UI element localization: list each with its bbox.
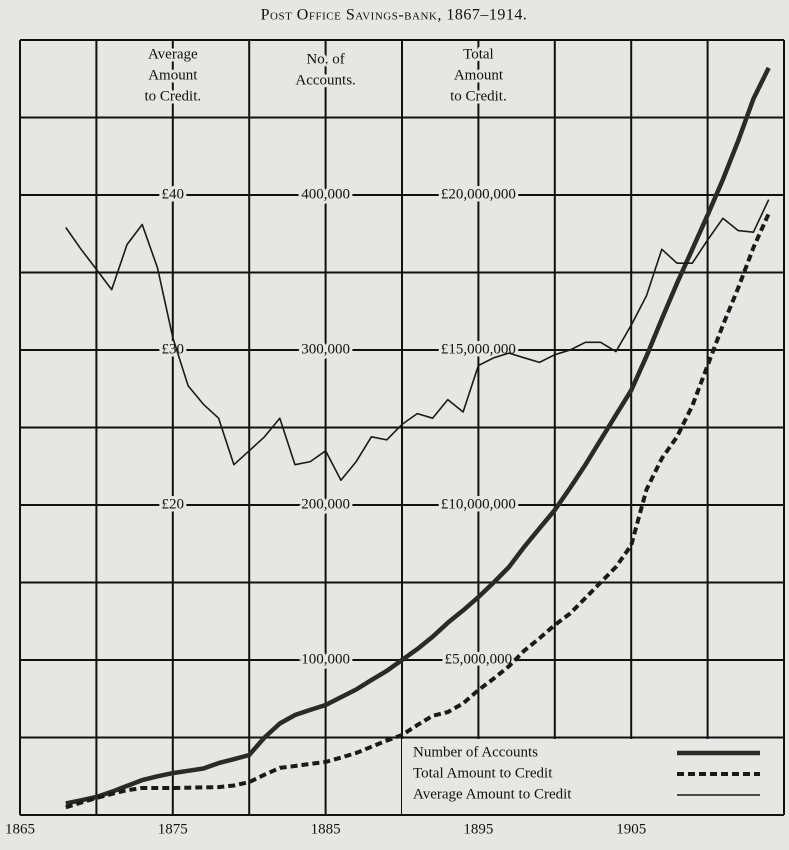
y-tick-label: £5,000,000 [445, 651, 513, 667]
series-line [65, 212, 771, 810]
x-tick-label: 1875 [158, 821, 188, 837]
y-tick-label: 100,000 [301, 651, 350, 667]
y-tick-label: £30 [162, 341, 185, 357]
y-tick-label: £20,000,000 [441, 186, 516, 202]
x-tick-label: 1865 [5, 821, 35, 837]
y-tick-label: £40 [162, 186, 185, 202]
axis-title: to Credit. [450, 88, 507, 104]
series-line [65, 66, 771, 806]
chart-title: Post Office Savings-bank, 1867–1914. [261, 7, 528, 24]
axis-title: No. of [306, 51, 344, 67]
x-tick-label: 1885 [311, 821, 341, 837]
legend-label: Average Amount to Credit [413, 786, 572, 802]
axis-title: Total [463, 46, 494, 62]
axis-title: Amount [454, 67, 504, 83]
axis-title: to Credit. [144, 88, 201, 104]
axis-title: Average [148, 46, 198, 62]
y-tick-label: 400,000 [301, 186, 350, 202]
y-tick-label: £15,000,000 [441, 341, 516, 357]
x-tick-label: 1905 [616, 821, 646, 837]
x-tick-label: 1895 [463, 821, 493, 837]
axis-title: Amount [148, 67, 198, 83]
y-tick-label: £20 [162, 496, 185, 512]
y-tick-label: 200,000 [301, 496, 350, 512]
y-tick-label: 300,000 [301, 341, 350, 357]
legend-label: Total Amount to Credit [413, 765, 553, 781]
axis-title: Accounts. [295, 72, 355, 88]
series-line [65, 199, 770, 481]
y-tick-label: £10,000,000 [441, 496, 516, 512]
legend-label: Number of Accounts [413, 744, 538, 760]
